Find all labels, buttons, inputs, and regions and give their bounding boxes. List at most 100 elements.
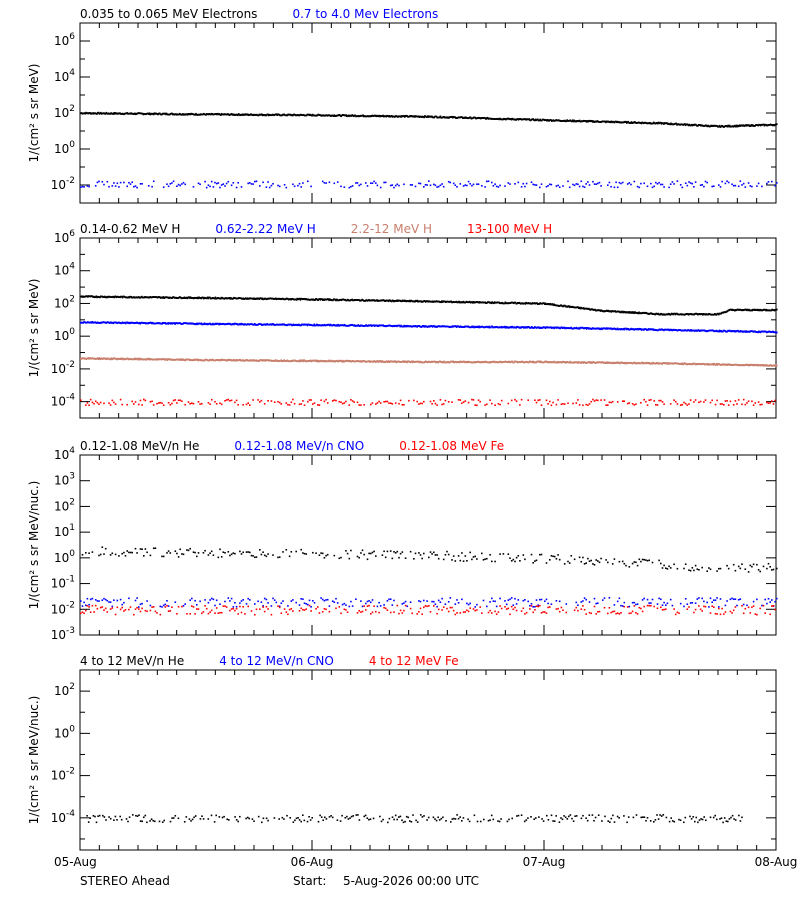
- data-point: [534, 184, 536, 186]
- data-point: [466, 602, 468, 605]
- data-point: [237, 404, 239, 406]
- data-point: [406, 324, 408, 327]
- data-point: [101, 599, 104, 601]
- data-point: [712, 363, 715, 366]
- data-point: [496, 361, 499, 364]
- data-point: [292, 599, 294, 601]
- data-point: [471, 361, 473, 364]
- data-point: [772, 309, 774, 311]
- data-point: [704, 313, 706, 315]
- data-point: [552, 555, 554, 558]
- data-point: [152, 547, 155, 550]
- data-point: [762, 123, 764, 126]
- data-point: [705, 124, 708, 127]
- data-point: [331, 114, 333, 117]
- data-point: [166, 600, 168, 602]
- data-point: [616, 401, 619, 403]
- data-point: [109, 404, 112, 406]
- data-point: [683, 401, 685, 404]
- data-point: [278, 401, 281, 404]
- data-point: [184, 183, 186, 186]
- data-point: [767, 181, 770, 183]
- data-point: [535, 184, 538, 186]
- data-point: [383, 401, 385, 403]
- data-point: [697, 124, 699, 127]
- data-point: [136, 552, 138, 554]
- data-point: [295, 298, 298, 301]
- data-point: [195, 112, 197, 115]
- data-point: [179, 548, 181, 551]
- data-point: [729, 308, 732, 311]
- data-point: [663, 329, 665, 332]
- panel-1-y-tick-label: 104: [54, 68, 75, 84]
- data-point: [348, 186, 351, 189]
- data-point: [607, 404, 609, 406]
- data-point: [608, 597, 611, 599]
- data-point: [691, 567, 694, 569]
- data-point: [212, 554, 215, 556]
- data-point: [204, 599, 206, 601]
- data-point: [555, 361, 558, 364]
- data-point: [776, 364, 778, 367]
- data-point: [111, 552, 114, 555]
- data-point: [418, 403, 420, 405]
- data-point: [116, 599, 119, 602]
- data-point: [639, 362, 641, 365]
- data-point: [396, 183, 399, 186]
- data-point: [224, 400, 226, 402]
- data-point: [746, 364, 749, 366]
- data-point: [572, 306, 575, 309]
- data-point: [313, 602, 316, 604]
- data-point: [263, 298, 265, 300]
- data-point: [547, 119, 549, 121]
- data-point: [459, 559, 462, 562]
- data-point: [358, 556, 360, 559]
- data-point: [114, 553, 117, 556]
- data-point: [684, 123, 686, 125]
- data-point: [91, 401, 94, 404]
- data-point: [379, 605, 382, 607]
- data-point: [338, 299, 340, 302]
- data-point: [387, 324, 390, 327]
- data-point: [531, 361, 534, 364]
- data-point: [539, 553, 541, 556]
- data-point: [339, 298, 342, 301]
- data-point: [210, 597, 213, 600]
- data-point: [321, 598, 324, 601]
- data-point: [731, 183, 733, 186]
- data-point: [628, 605, 631, 608]
- data-point: [101, 546, 104, 548]
- data-point: [321, 298, 323, 301]
- data-point: [262, 605, 264, 607]
- data-point: [394, 402, 397, 404]
- data-point: [423, 186, 425, 188]
- data-point: [455, 361, 458, 364]
- data-point: [161, 402, 163, 404]
- data-point: [447, 360, 449, 363]
- data-point: [117, 322, 119, 324]
- data-point: [408, 399, 410, 402]
- data-point: [467, 401, 470, 404]
- data-point: [256, 359, 258, 362]
- data-point: [714, 124, 716, 127]
- panel-1-legend-2: 0.7 to 4.0 Mev Electrons: [292, 7, 438, 21]
- data-point: [256, 323, 258, 326]
- data-point: [225, 182, 228, 185]
- data-point: [396, 325, 398, 328]
- data-point: [680, 329, 682, 332]
- data-point: [547, 303, 549, 305]
- panel-2-legend-1: 0.14-0.62 MeV H: [80, 222, 180, 236]
- data-point: [426, 184, 428, 186]
- data-point: [340, 401, 342, 403]
- data-point: [694, 564, 697, 567]
- data-point: [477, 183, 480, 185]
- data-point: [167, 550, 170, 552]
- data-point: [701, 184, 703, 186]
- data-point: [643, 182, 645, 185]
- data-point: [726, 400, 728, 402]
- data-point: [444, 554, 447, 556]
- data-point: [434, 184, 437, 187]
- data-point: [242, 551, 244, 554]
- data-point: [376, 402, 379, 404]
- data-point: [459, 183, 462, 185]
